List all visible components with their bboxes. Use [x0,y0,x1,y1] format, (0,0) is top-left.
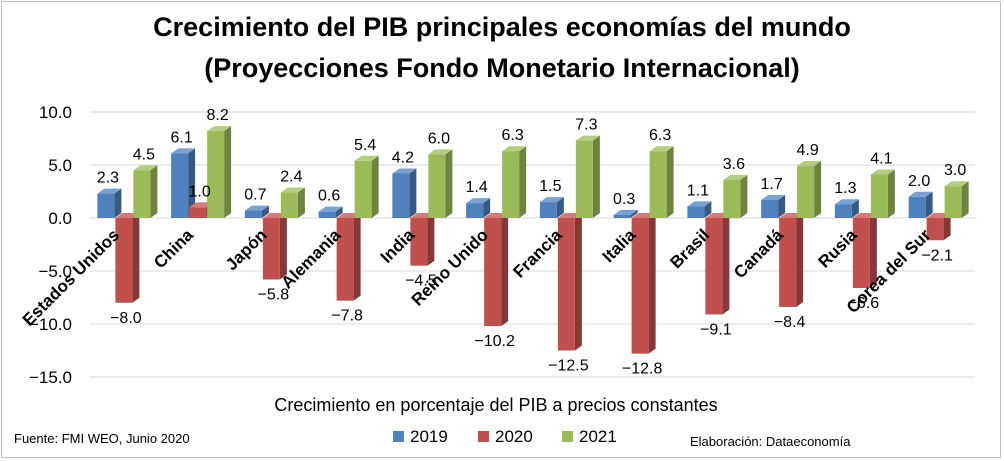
data-label: 1.7 [761,176,783,193]
bar [115,213,140,303]
y-tick-label: −15.0 [29,368,72,387]
bar [908,191,933,218]
data-label: −8.4 [774,314,806,331]
bar [779,213,804,308]
category-label: Canadá [730,225,787,282]
data-label: 1.4 [466,179,488,196]
bar [262,213,287,280]
data-label: 4.9 [797,142,819,159]
data-label: 1.0 [189,183,211,200]
data-label: −8.0 [110,310,142,327]
bar [171,148,196,218]
legend-swatch [478,431,489,442]
bars [97,126,969,354]
bar [723,174,748,218]
data-label: −5.8 [258,286,290,303]
y-axis: 10.0 5.0 0.0 −5.0 −10.0 −15.0 [29,103,72,387]
data-labels: 2.3 −8.0 4.5 6.1 1.0 8.2 0.7 −5.8 2.4 0.6 −7.8 5.4 4… [97,107,967,378]
y-tick-label: 0.0 [48,209,72,228]
data-label: 3.0 [944,162,966,179]
data-label: 2.0 [908,173,930,190]
y-tick-label: 5.0 [48,156,72,175]
legend-label: 2020 [495,427,533,446]
legend: 2019 2020 2021 [393,427,617,446]
data-label: 2.4 [280,169,302,186]
legend-swatch [393,431,404,442]
bar [944,181,969,218]
bar [244,205,269,218]
data-label: −7.8 [331,308,363,325]
bar [410,213,435,266]
bar [797,161,822,218]
bar [557,213,582,351]
data-label: 6.3 [502,127,524,144]
category-label: Alemania [278,225,345,292]
legend-label: 2019 [410,427,448,446]
bar [336,213,361,301]
bar [649,146,674,218]
data-label: 6.0 [428,130,450,147]
legend-swatch [562,431,573,442]
data-label: 0.6 [318,188,340,205]
bar [613,209,638,218]
data-label: 4.2 [392,149,414,166]
data-label: 6.3 [649,127,671,144]
bar [539,197,564,218]
bar [97,188,122,218]
chart-title: Crecimiento del PIB principales economía… [153,12,851,42]
data-label: −4.5 [405,273,437,290]
bar [502,146,527,218]
y-tick-label: −5.0 [38,262,72,281]
data-label: 7.3 [575,117,597,134]
bar [207,126,232,218]
bar [318,206,343,218]
data-label: 6.1 [171,129,193,146]
source-note: Fuente: FMI WEO, Junio 2020 [14,431,190,446]
credit-note: Elaboración: Dataeconomía [690,434,851,449]
bar [631,213,656,354]
bar [852,213,877,288]
data-label: −12.5 [548,358,589,375]
x-axis-label: Crecimiento en porcentaje del PIB a prec… [274,395,717,415]
bar [834,199,859,218]
data-label: 4.1 [870,151,892,168]
data-label: −2.1 [921,247,953,264]
data-label: 2.3 [97,170,119,187]
data-label: 8.2 [207,107,229,124]
gridlines [90,111,975,378]
bar [392,168,417,218]
data-label: 0.3 [613,191,635,208]
bar [484,213,509,327]
data-label: −6.6 [848,295,880,312]
data-label: 1.1 [687,182,709,199]
data-label: 1.5 [539,178,561,195]
bar [280,187,305,218]
category-label: Francia [509,225,566,282]
data-label: 1.3 [834,180,856,197]
category-label: China [150,225,197,272]
bar [354,155,379,218]
y-tick-label: 10.0 [39,103,72,122]
chart-subtitle: (Proyecciones Fondo Monetario Internacio… [204,53,800,83]
bar [705,213,730,315]
bar [687,201,712,218]
bar [133,165,158,218]
bar [870,169,895,218]
data-label: 3.6 [723,156,745,173]
y-tick-label: −10.0 [29,315,72,334]
data-label: −10.2 [474,333,515,350]
legend-label: 2021 [579,427,617,446]
data-label: 0.7 [244,187,266,204]
data-label: 4.5 [133,146,155,163]
data-label: −9.1 [700,321,732,338]
bar [575,135,600,218]
data-label: 5.4 [354,137,376,154]
bar [466,198,491,218]
bar [428,149,453,218]
data-label: −12.8 [622,361,663,378]
bar [761,194,786,218]
